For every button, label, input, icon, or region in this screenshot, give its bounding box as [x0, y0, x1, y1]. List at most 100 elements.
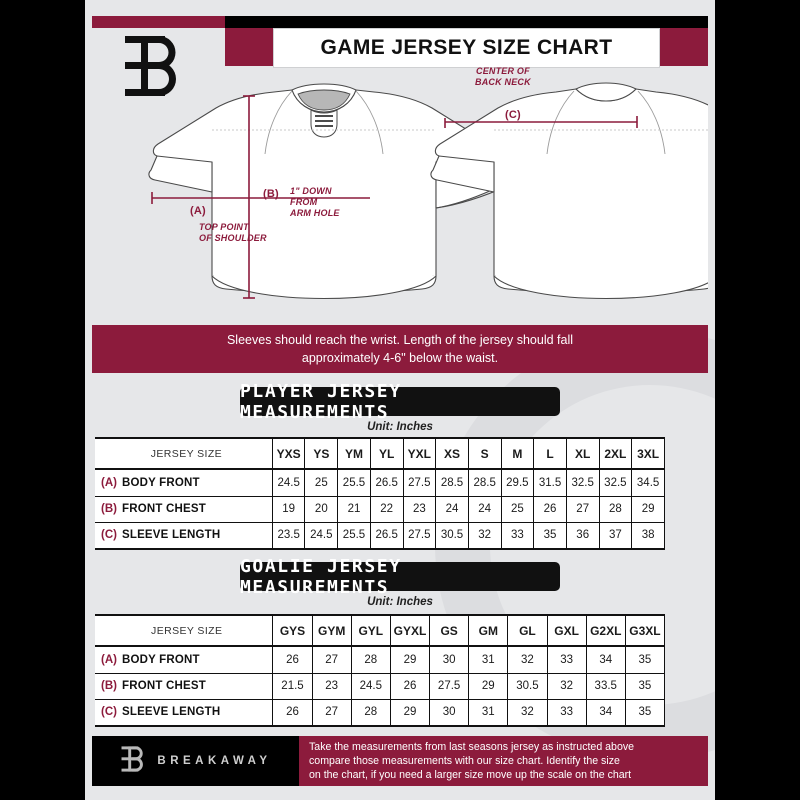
measurement-cell: 33.5 [585, 673, 626, 699]
measurement-cell: 37 [598, 522, 633, 549]
size-column-header: GS [429, 616, 470, 646]
measurement-label: (A) BODY FRONT [95, 646, 274, 673]
measurement-cell: 21 [337, 496, 371, 522]
measurement-cell: 38 [631, 522, 665, 549]
table-header-row: JERSEY SIZE YXS YS YM YL YXL XS S M L XL 2XL 3XL [95, 439, 665, 469]
measurement-cell: 20 [304, 496, 339, 522]
measurement-cell: 32.5 [565, 469, 600, 496]
measurement-cell: 25.5 [337, 469, 371, 496]
size-column-header: 3XL [631, 439, 665, 469]
annotation-back-neck-line2: BACK NECK [475, 77, 531, 87]
measurement-cell: 34 [585, 646, 626, 673]
measurement-cell: 29 [389, 699, 431, 726]
front-measure-lines [151, 95, 370, 299]
size-column-header: L [533, 439, 567, 469]
measurement-cell: 27 [311, 699, 352, 726]
table-row: (C) SLEEVE LENGTH 26 27 28 29 30 31 32 33 34 35 [95, 699, 666, 726]
measurement-cell: 34 [585, 699, 626, 726]
jersey-size-header: JERSEY SIZE [95, 439, 273, 469]
size-column-header: GYL [350, 616, 391, 646]
measurement-cell: 35 [533, 522, 567, 549]
banner-line2: approximately 4-6" below the waist. [301, 351, 499, 365]
size-column-header: YM [337, 439, 371, 469]
measurement-cell: 32 [507, 646, 548, 673]
table-header-row: JERSEY SIZE GYS GYM GYL GYXL GS GM GL GXL G2XL G3X… [95, 616, 666, 646]
size-column-header: XL [565, 439, 600, 469]
player-table-top-rule [95, 437, 665, 440]
annotation-b-label: 1" DOWN FROM ARM HOLE [290, 186, 340, 219]
annotation-b-line1: 1" DOWN [290, 186, 332, 196]
annotation-b-tag: (B) [263, 188, 279, 200]
measurement-tag: (C) [101, 706, 117, 719]
measurement-cell: 26 [272, 699, 313, 726]
size-column-header: XS [435, 439, 469, 469]
measurement-cell: 33 [546, 646, 587, 673]
measurement-cell: 32 [546, 673, 587, 699]
measurement-cell: 27.5 [429, 673, 470, 699]
measurement-label: (B) FRONT CHEST [95, 496, 273, 522]
measurement-cell: 21.5 [272, 673, 313, 699]
size-column-header: YL [369, 439, 404, 469]
size-column-header: S [467, 439, 502, 469]
measurement-name: SLEEVE LENGTH [121, 706, 221, 719]
measurement-cell: 25 [304, 469, 339, 496]
measurement-cell: 32.5 [598, 469, 633, 496]
measurement-cell: 35 [624, 699, 666, 726]
measurement-cell: 23 [402, 496, 437, 522]
size-column-header: GYS [272, 616, 313, 646]
banner-line1: Sleeves should reach the wrist. Length o… [226, 333, 574, 347]
size-column-header: GXL [546, 616, 587, 646]
measurement-cell: 29 [389, 646, 431, 673]
footer-brand-name: BREAKAWAY [157, 755, 272, 767]
measurement-tag: (A) [101, 476, 117, 489]
measurement-name: FRONT CHEST [121, 680, 206, 692]
measurement-tag: (A) [101, 653, 117, 666]
size-column-header: YXS [271, 439, 306, 469]
measurement-cell: 31.5 [533, 469, 567, 496]
annotation-back-neck-line1: CENTER OF [476, 66, 530, 76]
measurement-cell: 28.5 [467, 469, 502, 496]
size-column-header: G2XL [585, 616, 626, 646]
goalie-table-top-rule [95, 614, 665, 617]
player-section-title: PLAYER JERSEY MEASUREMENTS [240, 381, 560, 423]
size-column-header: YS [304, 439, 339, 469]
fit-instructions-banner: Sleeves should reach the wrist. Length o… [92, 325, 708, 373]
measurement-cell: 24.5 [271, 469, 306, 496]
measurement-cell: 31 [468, 646, 509, 673]
player-measurements-table: JERSEY SIZE YXS YS YM YL YXL XS S M L XL 2XL 3XL (A) B… [95, 439, 665, 550]
measurement-name: BODY FRONT [121, 653, 200, 666]
size-column-header: YXL [402, 439, 437, 469]
measurement-cell: 24.5 [350, 673, 391, 699]
measurement-cell: 33 [500, 522, 535, 549]
measurement-cell: 28.5 [435, 469, 469, 496]
goalie-section-title: GOALIE JERSEY MEASUREMENTS [240, 556, 560, 598]
player-table: JERSEY SIZE YXS YS YM YL YXL XS S M L XL 2XL 3XL (A) B… [95, 439, 665, 550]
measurement-cell: 33 [546, 699, 587, 726]
measurement-cell: 27.5 [402, 469, 437, 496]
breakaway-b-monogram-icon [119, 744, 145, 779]
measurement-cell: 30 [429, 646, 470, 673]
page-title: GAME JERSEY SIZE CHART [273, 28, 660, 68]
jersey-size-header: JERSEY SIZE [95, 616, 274, 646]
measurement-cell: 27.5 [402, 522, 437, 549]
measurement-cell: 26.5 [369, 522, 404, 549]
annotation-a-line2: OF SHOULDER [199, 233, 267, 243]
measurement-cell: 32 [467, 522, 502, 549]
measurement-label: (A) BODY FRONT [95, 469, 273, 496]
back-jersey-illustration [430, 82, 715, 300]
footer-line2: compare those measurements with our size… [309, 755, 620, 767]
annotation-b-line3: ARM HOLE [290, 208, 340, 218]
annotation-back-neck-label: CENTER OF BACK NECK [475, 66, 531, 88]
table-row: (A) BODY FRONT 24.5 25 25.5 26.5 27.5 28.5 28.5 2… [95, 469, 665, 496]
size-column-header: M [500, 439, 535, 469]
footer-line1: Take the measurements from last seasons … [309, 741, 635, 753]
measurement-cell: 31 [468, 699, 509, 726]
measurement-cell: 25.5 [337, 522, 371, 549]
annotation-c-tag: (C) [505, 109, 521, 121]
size-column-header: GL [507, 616, 548, 646]
measurement-cell: 29 [631, 496, 665, 522]
measurement-cell: 26 [272, 646, 313, 673]
measurement-cell: 27 [565, 496, 600, 522]
measurement-tag: (B) [101, 680, 117, 692]
breakaway-b-monogram-icon [115, 30, 185, 102]
